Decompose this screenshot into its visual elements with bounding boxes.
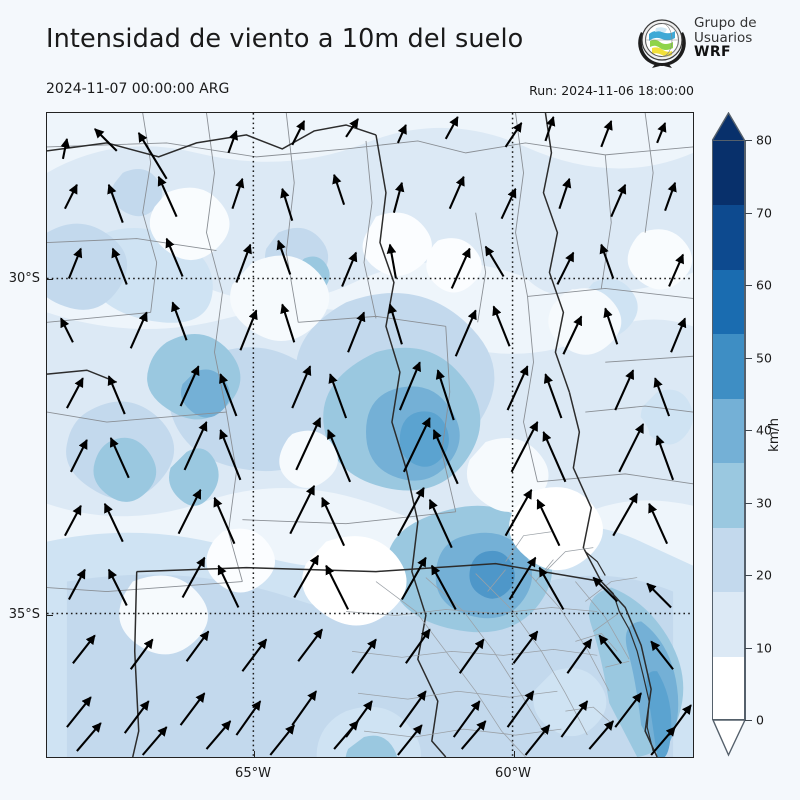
- colorbar-tick-label: 0: [756, 712, 764, 728]
- windspeed-shading: [47, 113, 693, 757]
- colorbar-tick: [745, 502, 752, 504]
- colorbar-tick-label: 20: [756, 567, 772, 583]
- colorbar-tick-label: 40: [756, 422, 772, 438]
- run-time-label: Run: 2024-11-06 18:00:00: [529, 83, 694, 98]
- map-plot-area[interactable]: [46, 112, 694, 758]
- colorbar-tick-label: 70: [756, 205, 772, 220]
- colorbar-band: [713, 656, 744, 719]
- colorbar-tick-label: 50: [756, 350, 772, 365]
- colorbar-band: [713, 463, 744, 528]
- xtick-mark-60W: [514, 751, 516, 757]
- colorbar-tick: [745, 430, 752, 432]
- colorbar[interactable]: 0 10 20 30 40 50 60 70 80 km/h: [712, 112, 796, 758]
- logo-text: Grupo de Usuarios WRF: [694, 16, 757, 60]
- colorbar-tick-label: 60: [756, 277, 772, 293]
- colorbar-band: [713, 269, 744, 335]
- colorbar-band: [713, 334, 744, 399]
- logo-line-1: Grupo de: [694, 15, 757, 31]
- logo-line-2: Usuarios: [694, 29, 753, 46]
- colorbar-tick: [745, 720, 752, 722]
- xtick-label-65W: 65°W: [235, 766, 271, 781]
- colorbar-band: [713, 205, 744, 270]
- colorbar-band: [713, 527, 744, 593]
- colorbar-bands: [712, 140, 745, 720]
- colorbar-tick: [745, 212, 752, 214]
- colorbar-tick: [745, 357, 752, 359]
- colorbar-band: [713, 398, 744, 464]
- colorbar-tick-label: 80: [756, 132, 772, 148]
- wind-arrow-field: [60, 116, 692, 756]
- logo-line-3: WRF: [694, 44, 731, 61]
- ytick-label-30S: 30°S: [8, 271, 40, 286]
- graticule: [47, 113, 693, 757]
- ytick-mark-30S: [47, 279, 53, 281]
- logo: Grupo de Usuarios WRF: [636, 14, 796, 72]
- wind-speed-map: [47, 113, 693, 757]
- ytick-mark-35S: [47, 615, 53, 617]
- ytick-label-35S: 35°S: [8, 607, 40, 622]
- valid-time-label: 2024-11-07 00:00:00 ARG: [46, 81, 230, 97]
- xtick-label-60W: 60°W: [495, 766, 531, 781]
- colorbar-tick: [745, 285, 752, 287]
- xtick-mark-65W: [254, 751, 256, 757]
- colorbar-tick: [745, 647, 752, 649]
- administrative-boundaries: [47, 113, 693, 592]
- colorbar-tick: [745, 575, 752, 577]
- colorbar-band: [713, 141, 744, 206]
- colorbar-band: [713, 592, 744, 657]
- colorbar-tick-label: 30: [756, 495, 772, 510]
- colorbar-extend-top-icon: [712, 112, 747, 142]
- colorbar-extend-bottom-icon: [712, 719, 747, 757]
- globe-emblem-icon: [638, 19, 686, 68]
- colorbar-tick-label: 10: [756, 640, 772, 655]
- colorbar-tick: [745, 140, 752, 142]
- county-borders: [346, 531, 638, 757]
- page-title: Intensidad de viento a 10m del suelo: [46, 24, 524, 54]
- colorbar-unit-label: km/h: [766, 417, 782, 453]
